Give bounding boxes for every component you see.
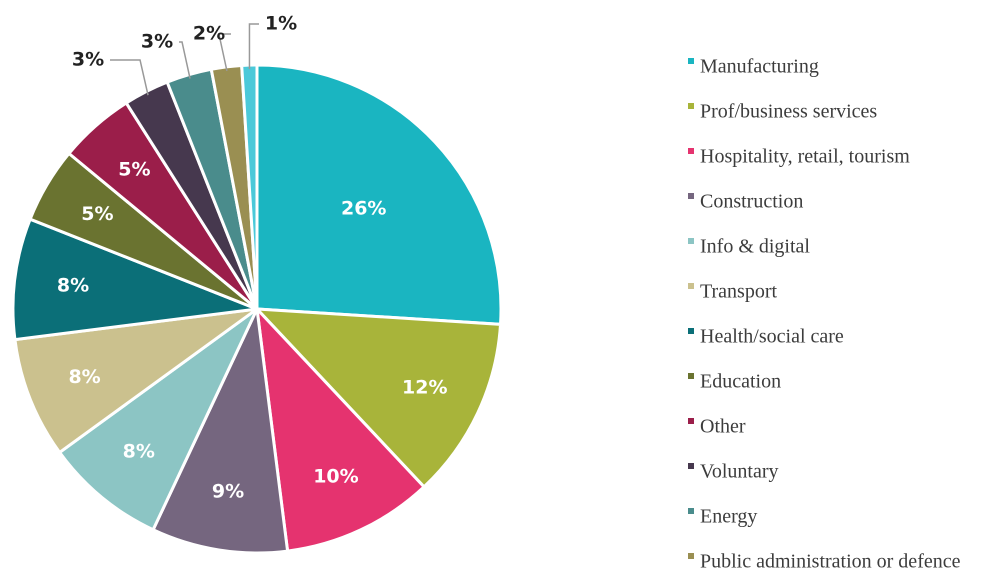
legend-swatch [688, 418, 694, 424]
legend-label: Health/social care [700, 326, 844, 348]
legend-label: Education [700, 371, 781, 393]
legend-swatch [688, 283, 694, 289]
value-label: 10% [313, 465, 358, 487]
pie-slice [13, 307, 258, 455]
legend-label: Prof/business services [700, 101, 877, 123]
value-label: 5% [81, 203, 113, 225]
value-label: 12% [402, 376, 447, 398]
legend-swatch [688, 103, 694, 109]
leader-line [110, 59, 149, 96]
value-label: 5% [118, 158, 150, 180]
legend-label: Transport [700, 281, 777, 303]
leader-line [217, 33, 231, 72]
legend-swatch [688, 463, 694, 469]
value-label: 3% [72, 49, 104, 71]
value-label: 8% [123, 440, 155, 462]
legend-label: Info & digital [700, 236, 810, 258]
legend-swatch [688, 193, 694, 199]
pie-slice [253, 307, 503, 489]
legend-swatch [688, 58, 694, 64]
pie-slice [255, 63, 503, 326]
legend-label: Manufacturing [700, 56, 819, 78]
pie-slice [57, 307, 259, 532]
legend-swatch [688, 508, 694, 514]
legend-swatch [688, 373, 694, 379]
legend-label: Voluntary [700, 461, 779, 483]
leader-line [248, 23, 259, 70]
legend-label: Hospitality, retail, tourism [700, 146, 910, 168]
legend-label: Construction [700, 191, 803, 213]
value-label: 9% [212, 481, 244, 503]
legend-label: Public administration or defence [700, 551, 961, 571]
value-label: 1% [265, 13, 297, 35]
value-label: 26% [341, 197, 386, 219]
pie-slice [254, 304, 427, 553]
legend-swatch [688, 238, 694, 244]
pie-slice [11, 217, 258, 342]
value-label: 8% [57, 274, 89, 296]
value-label: 8% [68, 366, 100, 388]
value-label: 2% [193, 23, 225, 45]
legend-swatch [688, 148, 694, 154]
legend-label: Energy [700, 506, 757, 528]
value-label: 3% [141, 31, 173, 53]
legend-label: Other [700, 416, 746, 438]
legend-swatch [688, 553, 694, 559]
leader-line [179, 41, 191, 79]
legend-swatch [688, 328, 694, 334]
pie-slice [151, 303, 290, 555]
